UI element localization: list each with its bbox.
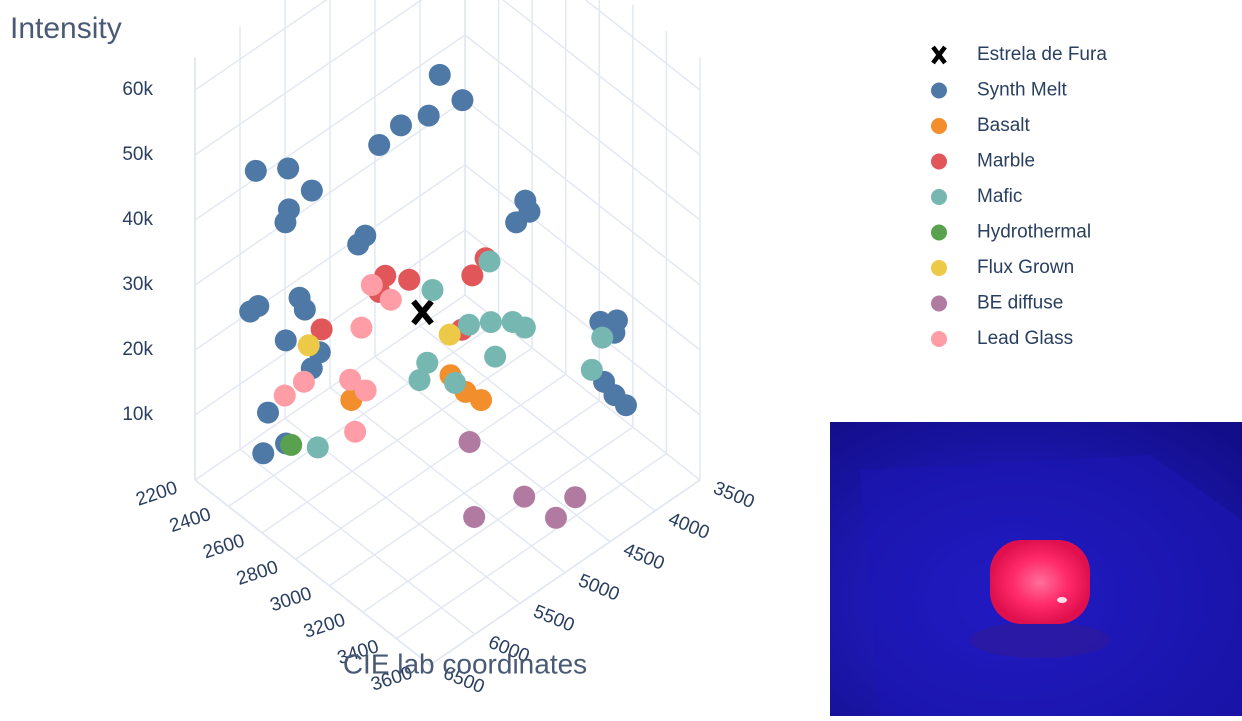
- point: [245, 160, 267, 182]
- point: [429, 64, 451, 86]
- y-tick-label: 5000: [575, 570, 622, 605]
- point: [418, 105, 440, 127]
- point: [275, 329, 297, 351]
- page: {"chart_data": {"type": "scatter3d", "zl…: [0, 0, 1242, 716]
- point: [444, 372, 466, 394]
- legend-symbol: [931, 296, 947, 312]
- z-tick-label: 40k: [122, 209, 153, 230]
- grid: 2200240026002800300032003400360035004000…: [122, 0, 757, 698]
- point: [307, 436, 329, 458]
- point: [458, 314, 480, 336]
- legend-symbol: [931, 225, 947, 241]
- point: [294, 299, 316, 321]
- y-tick-label: 4000: [665, 509, 712, 544]
- z-axis-title: Intensity: [10, 12, 122, 45]
- legend-label: Lead Glass: [977, 328, 1073, 349]
- point: [564, 486, 586, 508]
- point: [470, 389, 492, 411]
- point: [513, 486, 535, 508]
- point: [422, 279, 444, 301]
- legend-symbol: [931, 189, 947, 205]
- point: [390, 114, 412, 136]
- z-tick-label: 30k: [122, 274, 153, 295]
- chart: 2200240026002800300032003400360035004000…: [0, 0, 1242, 716]
- z-tick-label: 50k: [122, 144, 153, 165]
- point: [545, 507, 567, 529]
- legend-symbol: [933, 47, 945, 63]
- gem-highlight: [1057, 597, 1067, 603]
- legend-symbol: [931, 154, 947, 170]
- x-tick-label: 3200: [301, 610, 348, 643]
- y-tick-label: 5500: [530, 601, 577, 636]
- x-tick-label: 2400: [167, 504, 214, 537]
- legend-symbol: [931, 331, 947, 347]
- point: [361, 274, 383, 296]
- point: [398, 269, 420, 291]
- point: [451, 89, 473, 111]
- point: [298, 334, 320, 356]
- point: [591, 327, 613, 349]
- legend-symbol: [931, 118, 947, 134]
- photo-shadow: [970, 622, 1110, 658]
- point: [274, 211, 296, 233]
- point: [274, 385, 296, 407]
- z-tick-label: 60k: [122, 79, 153, 100]
- y-tick-label: 3500: [710, 478, 757, 513]
- point: [409, 369, 431, 391]
- grid-line: [465, 0, 700, 90]
- point: [615, 394, 637, 416]
- point: [518, 201, 540, 223]
- point: [355, 379, 377, 401]
- photo: [830, 422, 1242, 716]
- point: [368, 134, 390, 156]
- xy-axis-title: CIE lab coordinates: [343, 648, 587, 679]
- point: [301, 180, 323, 202]
- legend: Estrela de Fura Synth Melt Basalt Marble Maf…: [931, 44, 1107, 349]
- z-tick-label: 20k: [122, 339, 153, 360]
- point: [350, 317, 372, 339]
- point: [459, 431, 481, 453]
- x-marker: [413, 301, 431, 323]
- point: [478, 250, 500, 272]
- point: [581, 359, 603, 381]
- point: [439, 324, 461, 346]
- point: [347, 233, 369, 255]
- legend-label: Synth Melt: [977, 80, 1067, 101]
- grid-line: [420, 326, 655, 511]
- point: [480, 311, 502, 333]
- point: [463, 506, 485, 528]
- point: [514, 317, 536, 339]
- legend-symbol: [931, 83, 947, 99]
- y-tick-label: 4500: [620, 539, 667, 574]
- point: [257, 402, 279, 424]
- x-tick-label: 3000: [268, 583, 315, 616]
- point: [380, 289, 402, 311]
- legend-label: Hydrothermal: [977, 222, 1091, 243]
- grid-line: [330, 388, 565, 573]
- legend-label: Basalt: [977, 115, 1031, 136]
- gemstone: [990, 540, 1090, 624]
- z-tick-label: 10k: [122, 404, 153, 425]
- x-tick-label: 2800: [234, 557, 281, 590]
- x-tick-label: 2600: [201, 530, 248, 563]
- legend-label: Marble: [977, 151, 1035, 172]
- legend-label: Flux Grown: [977, 257, 1074, 278]
- point: [293, 371, 315, 393]
- x-tick-label: 2200: [133, 478, 180, 511]
- point: [280, 434, 302, 456]
- point: [484, 346, 506, 368]
- point: [277, 157, 299, 179]
- point: [252, 442, 274, 464]
- legend-label: BE diffuse: [977, 293, 1063, 314]
- point: [247, 295, 269, 317]
- legend-label: Estrela de Fura: [977, 44, 1107, 65]
- legend-symbol: [931, 260, 947, 276]
- legend-label: Mafic: [977, 186, 1022, 207]
- point: [344, 421, 366, 443]
- grid-line: [465, 0, 700, 155]
